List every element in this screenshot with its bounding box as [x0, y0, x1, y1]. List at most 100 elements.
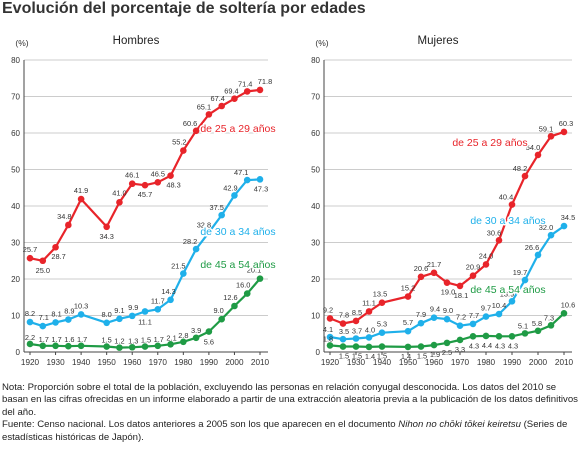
- x-tick-men-1960: 1960: [123, 358, 142, 367]
- data-label-men-0-1920: 25.7: [23, 245, 37, 254]
- data-label-women-2-1995: 5.1: [518, 321, 528, 330]
- point-women-1-2005: [547, 231, 555, 239]
- data-label-men-1-1965: 11.1: [138, 317, 152, 326]
- point-men-0-1935: [65, 221, 72, 229]
- point-men-1-1930: [52, 319, 59, 326]
- data-label-women-2-1935: 1.4: [365, 352, 375, 361]
- data-label-men-2-1940: 1.7: [77, 335, 87, 344]
- data-label-women-2-1980: 4.4: [482, 341, 492, 350]
- data-label-men-1-1930: 8.1: [51, 309, 61, 318]
- data-label-men-1-1980: 21.5: [171, 262, 185, 271]
- data-label-women-0-1930: 8.5: [352, 308, 362, 317]
- data-label-women-0-1950: 15.2: [401, 284, 415, 293]
- x-tick-men-1980: 1980: [174, 358, 193, 367]
- point-women-2-2010: [560, 310, 568, 317]
- y-tick-women-10: 10: [311, 312, 320, 321]
- point-men-2-2010: [256, 275, 264, 282]
- data-label-women-1-1950: 5.7: [403, 318, 413, 327]
- point-men-1-1920: [26, 318, 34, 326]
- point-men-2-1965: [141, 343, 149, 350]
- point-men-2-1975: [167, 341, 174, 348]
- data-label-women-2-1960: 1.9: [430, 350, 440, 359]
- data-label-women-0-1970: 18.1: [454, 291, 468, 300]
- data-label-men-2-1920: 2.2: [25, 333, 35, 342]
- point-women-0-2010: [560, 128, 568, 136]
- data-label-men-1-1950: 8.0: [102, 310, 112, 319]
- point-men-1-2005: [243, 176, 251, 184]
- point-men-2-1950: [103, 343, 110, 350]
- data-label-men-1-1960: 9.9: [128, 303, 138, 312]
- x-tick-men-1950: 1950: [98, 358, 117, 367]
- point-men-2-2005: [243, 290, 251, 297]
- point-men-0-2005: [243, 88, 251, 95]
- x-tick-women-1990: 1990: [503, 358, 522, 367]
- data-label-men-0-2005: 71.4: [238, 79, 252, 88]
- point-women-2-1985: [495, 333, 503, 340]
- data-label-men-2-2000: 12.6: [223, 293, 237, 302]
- x-tick-women-1980: 1980: [477, 358, 496, 367]
- data-label-women-0-1990: 40.4: [499, 193, 513, 202]
- point-women-2-1920: [326, 342, 334, 349]
- point-women-2-1990: [508, 333, 516, 340]
- data-label-men-1-1985: 28.2: [183, 237, 197, 246]
- y-tick-men-20: 20: [11, 275, 20, 284]
- point-women-2-1940: [378, 343, 386, 350]
- data-label-women-1-1925: 3.5: [339, 327, 349, 336]
- point-men-1-1985: [192, 245, 200, 253]
- data-label-men-0-1930: 28.7: [51, 252, 65, 261]
- point-women-1-1975: [469, 320, 477, 328]
- point-men-0-1955: [116, 199, 123, 206]
- point-women-0-1960: [430, 269, 438, 277]
- series-label-women-1: de 30 a 34 años: [470, 215, 545, 227]
- data-label-men-2-1925: 1.7: [39, 335, 49, 344]
- point-women-0-1955: [417, 273, 425, 281]
- point-women-2-1975: [469, 333, 477, 340]
- source-text: Fuente: Censo nacional. Los datos anteri…: [2, 419, 582, 444]
- point-women-2-1935: [365, 343, 373, 351]
- point-women-0-2000: [534, 151, 542, 159]
- point-men-0-2000: [231, 95, 238, 102]
- series-label-women-0: de 25 a 29 años: [452, 137, 527, 149]
- point-men-1-1965: [141, 308, 149, 315]
- point-women-1-1980: [482, 313, 490, 320]
- x-tick-men-2010: 2010: [251, 358, 270, 367]
- point-men-1-1935: [65, 316, 72, 323]
- x-tick-women-1960: 1960: [425, 358, 444, 367]
- point-women-2-1980: [482, 332, 490, 340]
- data-label-men-2-1990: 5.6: [204, 338, 214, 347]
- data-label-men-2-1985: 3.9: [191, 326, 201, 335]
- data-label-women-0-1965: 19.0: [441, 288, 455, 297]
- y-tick-women-20: 20: [311, 275, 320, 284]
- point-women-1-1925: [339, 335, 347, 343]
- data-label-women-1-1940: 5.3: [377, 320, 387, 329]
- data-label-women-2-1930: 1.5: [352, 352, 362, 361]
- series-label-men-0: de 25 a 29 años: [200, 123, 275, 135]
- data-label-women-0-1980: 24.0: [479, 251, 493, 260]
- data-label-women-0-1975: 20.9: [466, 263, 480, 272]
- point-men-2-1990: [205, 328, 213, 335]
- data-label-women-2-2005: 7.3: [544, 313, 554, 322]
- point-women-2-1930: [352, 343, 360, 350]
- note-text: Nota: Proporción sobre el total de la po…: [2, 382, 578, 418]
- point-women-1-1970: [456, 322, 464, 330]
- point-women-0-1925: [339, 320, 347, 327]
- point-men-2-1935: [65, 342, 72, 350]
- data-label-women-0-1920: 9.2: [323, 305, 333, 314]
- data-label-women-0-1925: 7.8: [339, 311, 349, 320]
- data-label-men-0-1960: 46.1: [125, 171, 139, 180]
- point-women-1-1920: [326, 333, 334, 341]
- y-tick-men-70: 70: [11, 93, 20, 102]
- y-unit-men: (%): [15, 38, 28, 48]
- point-men-2-1955: [116, 344, 123, 351]
- point-men-0-1920: [26, 254, 34, 262]
- y-tick-men-30: 30: [11, 239, 20, 248]
- point-men-2-1925: [39, 342, 47, 350]
- data-label-women-1-1960: 9.4: [430, 305, 440, 314]
- point-men-0-1990: [205, 111, 213, 118]
- y-tick-men-80: 80: [11, 56, 20, 65]
- point-women-1-1965: [443, 315, 451, 323]
- y-tick-men-0: 0: [16, 348, 21, 357]
- data-label-women-0-2005: 59.1: [539, 124, 553, 133]
- point-women-2-2005: [547, 322, 555, 329]
- data-label-men-1-1970: 11.7: [151, 296, 165, 305]
